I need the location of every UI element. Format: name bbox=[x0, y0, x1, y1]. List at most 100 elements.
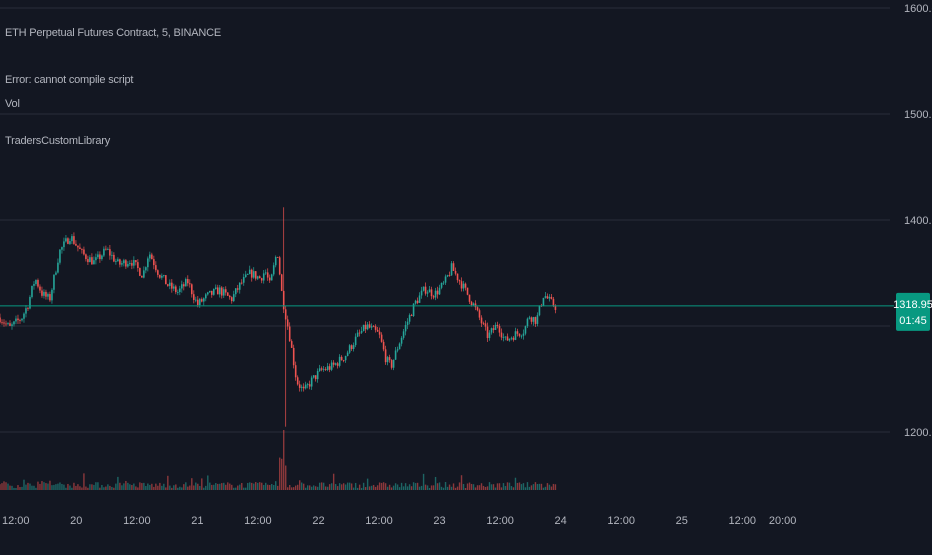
candle-body bbox=[145, 267, 147, 271]
volume-bar bbox=[432, 485, 435, 490]
volume-bar bbox=[328, 484, 331, 490]
volume-bar bbox=[326, 486, 329, 490]
candle-body bbox=[268, 277, 271, 281]
candle-body bbox=[61, 247, 63, 250]
candle-body bbox=[330, 362, 333, 370]
volume-bar bbox=[57, 483, 59, 490]
candle-body bbox=[506, 336, 509, 341]
volume-bar bbox=[171, 487, 173, 490]
volume-bar bbox=[1, 483, 3, 490]
volume-bar bbox=[304, 487, 307, 490]
candle-body bbox=[302, 386, 305, 389]
volume-bar bbox=[39, 483, 41, 490]
candle-body bbox=[159, 274, 161, 278]
volume-bar bbox=[75, 485, 77, 490]
candle-body bbox=[406, 321, 409, 325]
candle-body bbox=[254, 271, 257, 279]
candle-body bbox=[554, 305, 557, 310]
volume-bar bbox=[257, 482, 259, 490]
symbol-title[interactable]: ETH Perpetual Futures Contract, 5, BINAN… bbox=[5, 27, 221, 39]
volume-bar bbox=[81, 487, 83, 490]
volume-bar bbox=[151, 483, 153, 490]
volume-bar bbox=[53, 484, 55, 490]
y-tick-label: 1200.00 bbox=[904, 427, 932, 439]
volume-bar bbox=[211, 484, 213, 490]
candle-body bbox=[85, 254, 87, 260]
volume-bar bbox=[440, 486, 443, 490]
candle-body bbox=[404, 324, 407, 332]
candle-body bbox=[97, 254, 99, 258]
volume-bar bbox=[352, 487, 355, 490]
candle-body bbox=[452, 263, 455, 271]
volume-bar bbox=[237, 485, 239, 490]
volume-bar bbox=[436, 483, 439, 490]
volume-bar bbox=[384, 483, 387, 490]
volume-bar bbox=[291, 487, 293, 490]
volume-bar bbox=[27, 482, 29, 490]
candle-body bbox=[480, 317, 483, 324]
volume-bar bbox=[227, 482, 229, 490]
candle-body bbox=[426, 292, 429, 294]
volume-bar bbox=[43, 482, 45, 490]
candle-body bbox=[238, 282, 241, 290]
volume-bar bbox=[133, 483, 135, 490]
candle-body bbox=[352, 345, 355, 349]
candle-body bbox=[153, 259, 155, 266]
candle-body bbox=[332, 362, 335, 365]
volume-bar bbox=[71, 487, 73, 490]
candle-body bbox=[316, 371, 319, 380]
volume-bar bbox=[145, 486, 147, 490]
x-tick-label: 21 bbox=[191, 515, 203, 527]
library-indicator-label[interactable]: TradersCustomLibrary bbox=[5, 135, 111, 147]
candle-body bbox=[59, 249, 61, 263]
volume-bar bbox=[324, 486, 327, 490]
volume-bar bbox=[538, 483, 541, 490]
candle-body bbox=[244, 274, 247, 278]
volume-bar bbox=[534, 482, 537, 490]
candle-body bbox=[169, 282, 171, 286]
volume-bar bbox=[217, 483, 219, 490]
volume-bar bbox=[320, 482, 323, 490]
candle-body bbox=[51, 289, 53, 301]
candle-body bbox=[408, 315, 411, 322]
candle-body bbox=[474, 303, 477, 308]
volume-bar bbox=[121, 485, 123, 490]
volume-bar bbox=[552, 483, 555, 490]
volume-bar bbox=[426, 485, 429, 490]
volume-bar bbox=[480, 483, 483, 490]
candle-body bbox=[384, 349, 387, 363]
volume-bar bbox=[13, 487, 15, 490]
candle-body bbox=[312, 375, 315, 378]
volume-bar bbox=[259, 482, 261, 490]
candle-body bbox=[534, 317, 537, 324]
candle-body bbox=[488, 332, 491, 339]
x-tick-label: 20 bbox=[70, 515, 82, 527]
volume-bar bbox=[464, 487, 467, 490]
volume-bar bbox=[296, 484, 299, 490]
script-error-label[interactable]: Error: cannot compile script bbox=[5, 74, 134, 86]
volume-bar bbox=[77, 484, 79, 490]
volume-indicator-label[interactable]: Vol bbox=[5, 98, 20, 110]
volume-bar bbox=[67, 483, 69, 490]
volume-bar bbox=[199, 485, 201, 490]
volume-bar bbox=[376, 485, 379, 490]
candle-body bbox=[161, 275, 163, 278]
candle-body bbox=[464, 283, 467, 288]
volume-bar bbox=[396, 484, 399, 490]
volume-bar bbox=[540, 483, 543, 490]
volume-bar bbox=[99, 487, 101, 490]
candle-body bbox=[394, 350, 397, 360]
candle-body bbox=[129, 263, 131, 265]
volume-bar bbox=[31, 485, 33, 490]
candle-body bbox=[232, 294, 235, 302]
volume-bar bbox=[271, 484, 273, 490]
candle-body bbox=[324, 369, 327, 370]
x-tick-label: 25 bbox=[676, 515, 688, 527]
x-tick-label: 22 bbox=[312, 515, 324, 527]
volume-bar bbox=[261, 482, 263, 490]
volume-bar bbox=[510, 486, 513, 490]
candle-body bbox=[342, 360, 345, 361]
